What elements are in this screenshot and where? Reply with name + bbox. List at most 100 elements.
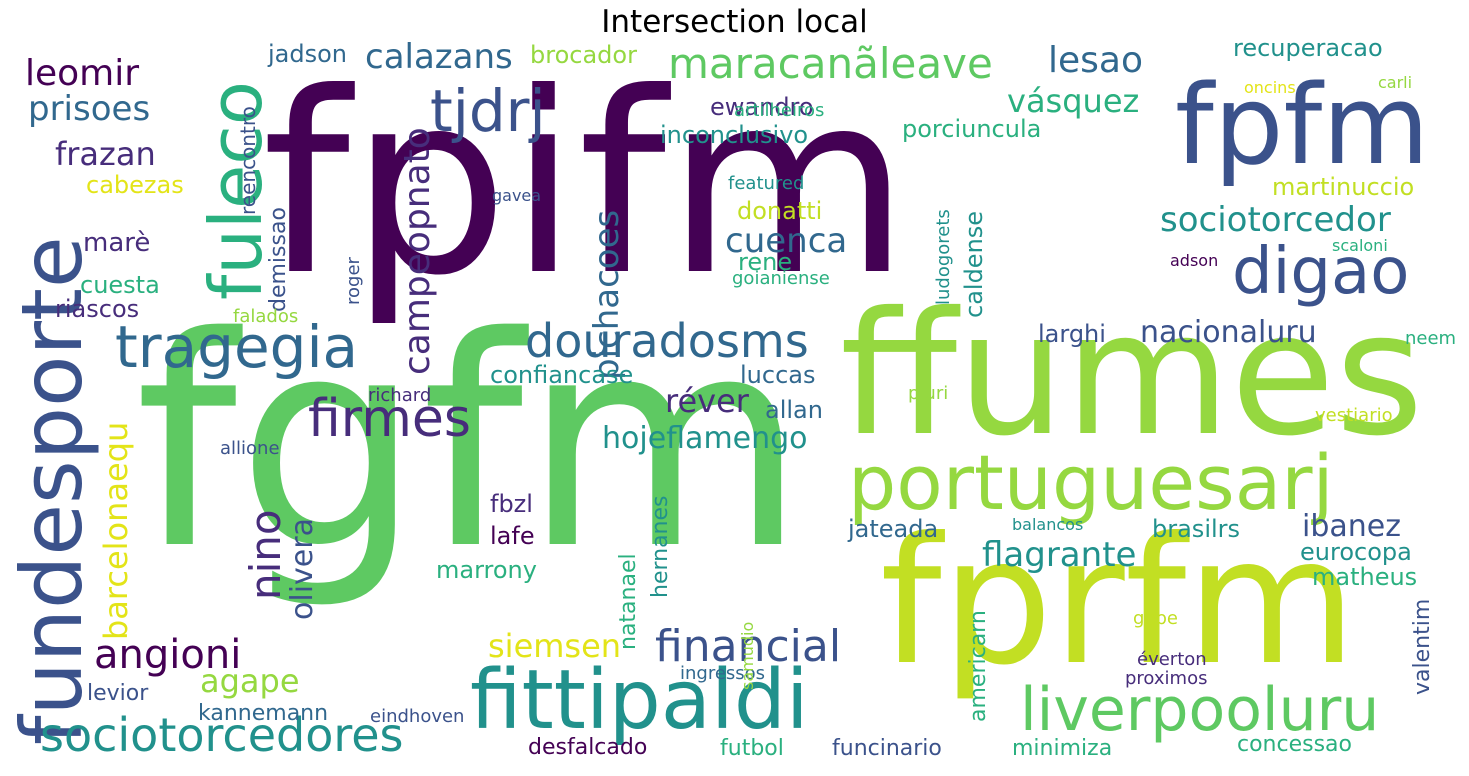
word-caldense: caldense [960, 210, 988, 318]
word-balancos: balancos [1012, 515, 1084, 534]
word-reencontro: reencontro [236, 106, 260, 215]
word-olivera: olivera [285, 518, 320, 620]
word-frazan: frazan [55, 135, 156, 173]
word-portuguesarj: portuguesarj [848, 438, 1334, 527]
word-financial: financial [655, 621, 842, 672]
word-fittipaldi: fittipaldi [470, 653, 809, 748]
word-tjdrj: tjdrj [430, 77, 546, 145]
word-mare: marè [83, 228, 151, 258]
word-jateada: jateada [848, 515, 939, 543]
word-natanael: natanael [616, 553, 641, 650]
word-angioni: angioni [94, 632, 242, 678]
word-artilheiros: artilheiros [734, 100, 825, 121]
word-agape: agape [200, 662, 300, 700]
word-ffumes: ffumes [840, 276, 1424, 474]
word-brasilrs: brasilrs [1152, 515, 1241, 543]
chart-title: Intersection local [601, 4, 868, 40]
word-douradosms: douradosms [525, 314, 809, 368]
word-falados: falados [233, 306, 299, 327]
word-pluri: pluri [908, 383, 949, 404]
word-maracanaleave: maracanãleave [668, 39, 993, 88]
word-eindhoven: eindhoven [370, 706, 465, 727]
word-luccas: luccas [740, 361, 816, 389]
word-vestiario: vestiario [1315, 405, 1393, 426]
word-desfalcado: desfalcado [528, 735, 648, 760]
word-flagrante: flagrante [982, 535, 1137, 575]
word-barcelonaequ: barcelonaequ [97, 421, 135, 640]
word-minimiza: minimiza [1012, 736, 1113, 761]
word-lesao: lesao [1048, 40, 1143, 81]
word-concessao: concessao [1237, 732, 1352, 757]
word-featured: featured [728, 173, 805, 194]
word-nacionaluru: nacionaluru [1140, 315, 1317, 350]
word-jadson: jadson [268, 40, 348, 68]
word-americarn: americarn [966, 610, 991, 722]
word-matheus: matheus [1312, 563, 1418, 591]
word-ludogorets: ludogorets [933, 209, 954, 305]
word-siemsen: siemsen [488, 627, 622, 665]
word-fgfm: fgfm [135, 276, 806, 613]
word-leomir: leomir [25, 53, 140, 94]
word-vasquez: vásquez [1007, 82, 1140, 120]
word-eurocopa: eurocopa [1300, 538, 1412, 566]
word-fprfm: fprfm [880, 501, 1357, 704]
word-cuenca: cuenca [725, 221, 848, 261]
word-adson: adson [1170, 251, 1219, 270]
word-proximos: proximos [1125, 668, 1208, 689]
word-campeopnato: campeopnato [397, 127, 438, 375]
word-ibanez: ibanez [1302, 509, 1401, 544]
word-recuperacao: recuperacao [1233, 34, 1383, 62]
word-carli: carli [1378, 73, 1413, 92]
word-ewandro: ewandro [710, 93, 814, 121]
word-scaloni: scaloni [1332, 236, 1388, 255]
word-funcinario: funcinario [832, 736, 942, 761]
word-fbzl: fbzl [490, 490, 533, 518]
word-hernanes: hernanes [648, 495, 673, 598]
word-firmes: firmes [308, 389, 471, 449]
word-futbol: futbol [720, 736, 784, 761]
word-gavea: gavea [492, 186, 542, 205]
word-sociotorcedor: sociotorcedor [1160, 200, 1391, 240]
word-brocador: brocador [530, 41, 637, 69]
word-neem: neem [1405, 328, 1457, 349]
word-calazans: calazans [365, 37, 513, 77]
word-cuesta: cuesta [80, 271, 160, 299]
word-sociotorcedores: sociotorcedores [40, 708, 404, 762]
word-confiancase: confiancase [490, 361, 634, 389]
word-samudio: samudio [738, 621, 757, 690]
word-roger: roger [343, 257, 364, 305]
word-donatti: donatti [737, 197, 823, 225]
word-allione: allione [220, 438, 280, 459]
word-tragegia: tragegia [115, 313, 359, 381]
word-lafe: lafe [490, 522, 535, 550]
word-richard: richard [368, 385, 432, 406]
word-fpfm: fpfm [1175, 61, 1430, 189]
word-kannemann: kannemann [198, 701, 329, 726]
word-nino: nino [241, 509, 290, 600]
word-marrony: marrony [436, 556, 537, 584]
word-oncins: oncins [1244, 78, 1296, 97]
word-larghi: larghi [1038, 320, 1106, 348]
word-goianiense: goianiense [732, 268, 830, 289]
word-allan: allan [765, 396, 823, 424]
word-liverpooluru: liverpooluru [1020, 675, 1380, 745]
word-pichacoes: pichacoes [587, 209, 627, 380]
word-ingressos: ingressos [680, 663, 766, 684]
word-hojeflamengo: hojeflamengo [602, 421, 808, 456]
word-prisoes: prisoes [28, 89, 151, 129]
word-everton: éverton [1137, 649, 1207, 670]
word-inconclusivo: inconclusivo [660, 121, 809, 149]
word-levior: levior [87, 681, 149, 706]
word-valentim: valentim [1410, 598, 1435, 695]
word-porciuncula: porciuncula [902, 115, 1042, 143]
word-digao: digao [1232, 235, 1410, 309]
word-rene: rene [738, 248, 793, 276]
word-martinuccio: martinuccio [1272, 173, 1415, 201]
word-riascos: riascos [55, 295, 140, 323]
word-fpifm: fpifm [262, 39, 910, 330]
word-gepe: gepe [1133, 608, 1178, 629]
word-rever: réver [665, 382, 749, 420]
word-cabezas: cabezas [86, 171, 184, 199]
word-demissao: demissao [266, 207, 291, 312]
